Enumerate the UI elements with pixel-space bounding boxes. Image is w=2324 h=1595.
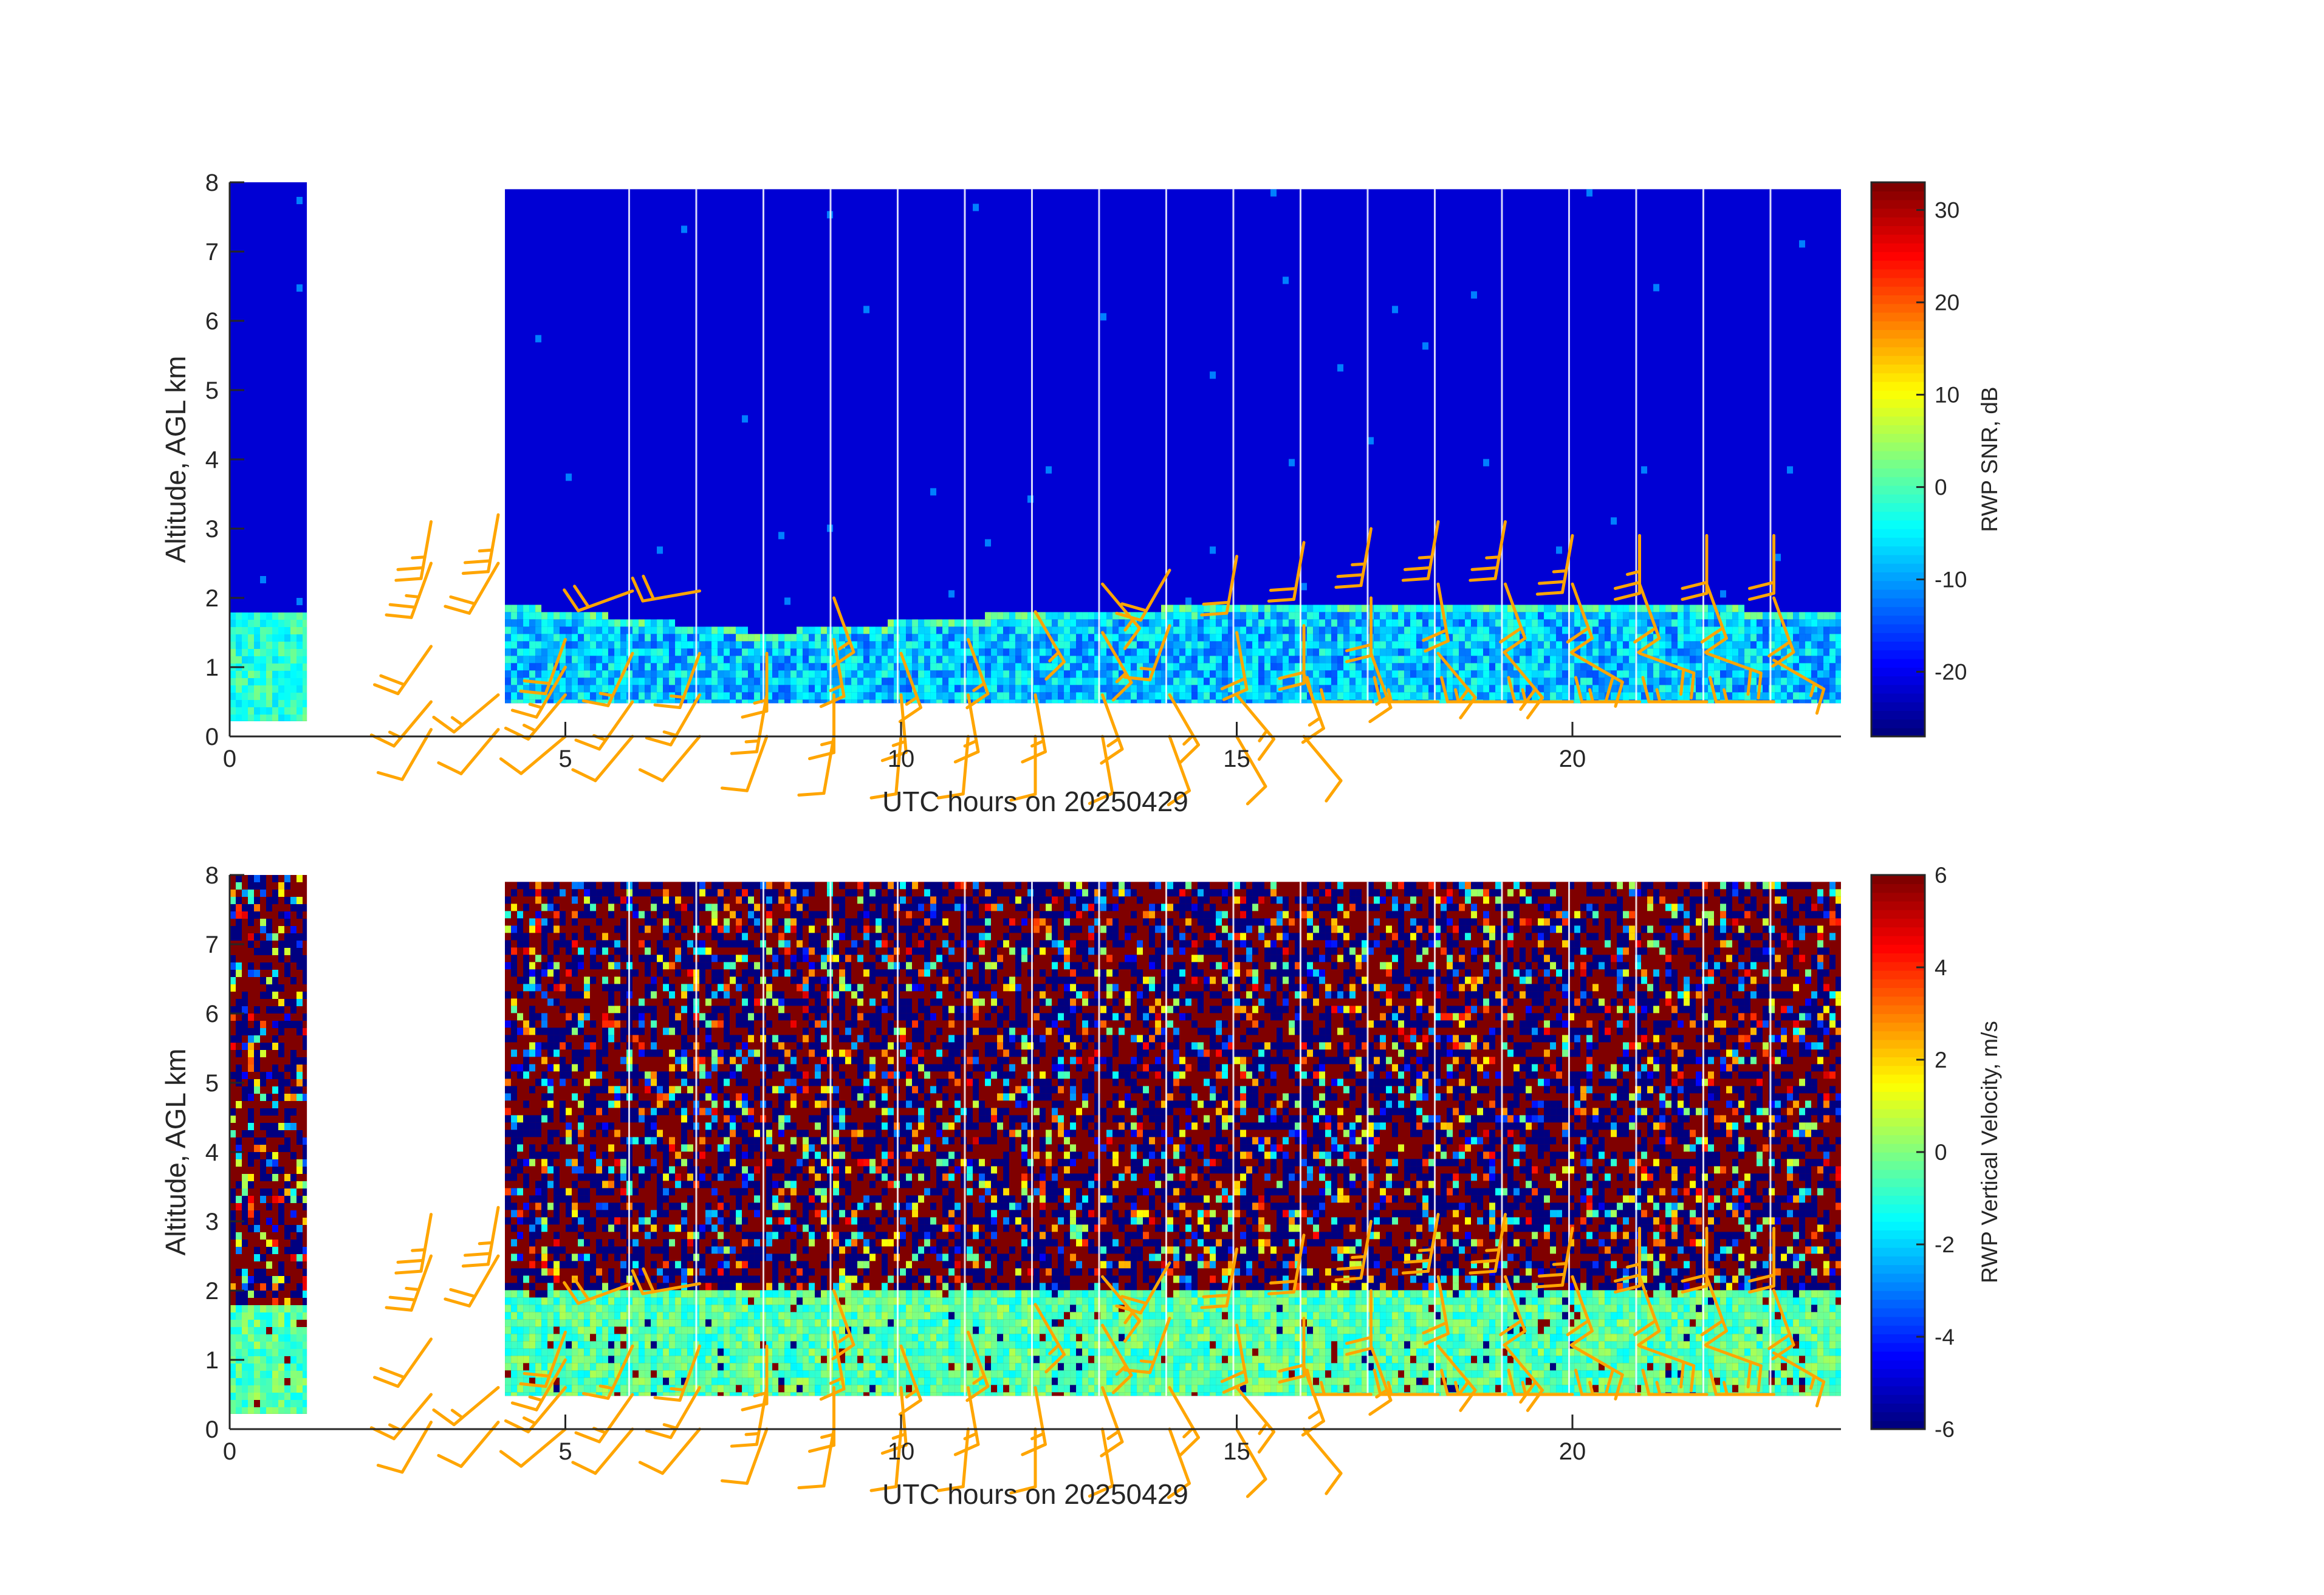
snr-y-tick-label: 5 — [205, 377, 219, 404]
velocity-y-tick-label: 6 — [205, 1001, 219, 1027]
velocity-y-axis-label: Altitude, AGL km — [160, 1049, 191, 1256]
velocity-y-tick-label: 3 — [205, 1209, 219, 1235]
snr-x-tick-label: 15 — [1223, 746, 1250, 772]
velocity-y-tick-label: 1 — [205, 1347, 219, 1374]
velocity-y-tick-label: 2 — [205, 1278, 219, 1305]
snr-colorbar-tick-label: -20 — [1935, 660, 1967, 685]
snr-colorbar-label: RWP SNR, dB — [1977, 386, 2002, 532]
velocity-colorbar-label: RWP Vertical Velocity, m/s — [1977, 1021, 2002, 1283]
velocity-colorbar-tick-label: 0 — [1935, 1140, 1947, 1165]
snr-x-tick-label: 5 — [558, 746, 572, 772]
snr-y-tick-label: 0 — [205, 724, 219, 750]
snr-y-tick-label: 4 — [205, 447, 219, 473]
velocity-y-tick-label: 5 — [205, 1070, 219, 1097]
snr-colorbar-tick-label: 0 — [1935, 475, 1947, 500]
velocity-x-tick-label: 20 — [1559, 1438, 1586, 1465]
velocity-y-tick-label: 0 — [205, 1416, 219, 1443]
velocity-x-tick-label: 10 — [888, 1438, 915, 1465]
velocity-y-tick-label: 4 — [205, 1139, 219, 1166]
snr-x-axis-label: UTC hours on 20250429 — [882, 786, 1188, 817]
velocity-y-tick-label: 7 — [205, 931, 219, 958]
velocity-colorbar-tick-label: -2 — [1935, 1232, 1955, 1257]
velocity-colorbar-tick-label: 2 — [1935, 1048, 1947, 1072]
snr-colorbar-tick-label: 20 — [1935, 290, 1959, 315]
snr-y-tick-label: 3 — [205, 516, 219, 543]
velocity-colorbar-tick-label: 4 — [1935, 955, 1947, 980]
snr-y-tick-label: 1 — [205, 654, 219, 681]
velocity-y-tick-label: 8 — [205, 862, 219, 889]
snr-y-tick-label: 6 — [205, 308, 219, 335]
snr-y-tick-label: 7 — [205, 239, 219, 266]
snr-y-tick-label: 8 — [205, 170, 219, 196]
velocity-heatmap-cells-0 — [230, 875, 307, 1414]
velocity-colorbar-tick-label: -4 — [1935, 1325, 1955, 1350]
velocity-x-tick-label: 0 — [223, 1438, 236, 1465]
velocity-x-axis-label: UTC hours on 20250429 — [882, 1478, 1188, 1510]
snr-colorbar-tick-label: 10 — [1935, 383, 1959, 408]
snr-colorbar-tick-label: -10 — [1935, 568, 1967, 592]
velocity-heatmap-cells-1 — [505, 882, 1841, 1396]
velocity-x-tick-label: 5 — [558, 1438, 572, 1465]
snr-x-tick-label: 20 — [1559, 746, 1586, 772]
velocity-colorbar-tick-label: 6 — [1935, 863, 1947, 888]
snr-y-axis-label: Altitude, AGL km — [160, 356, 191, 563]
snr-x-tick-label: 0 — [223, 746, 236, 772]
velocity-x-tick-label: 15 — [1223, 1438, 1250, 1465]
velocity-colorbar-tick-label: -6 — [1935, 1417, 1955, 1442]
snr-y-tick-label: 2 — [205, 585, 219, 612]
snr-x-tick-label: 10 — [888, 746, 915, 772]
snr-colorbar-tick-label: 30 — [1935, 198, 1959, 223]
